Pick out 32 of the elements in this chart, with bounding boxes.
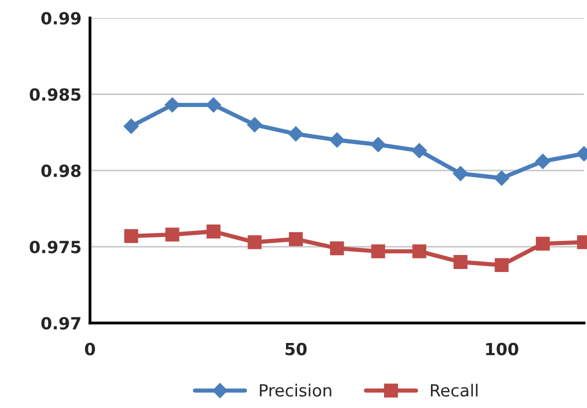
x-tick-label: 0 xyxy=(85,342,95,356)
point xyxy=(536,236,550,251)
legend-label: Recall xyxy=(430,384,478,397)
legend-label: Precision xyxy=(260,384,332,397)
point xyxy=(124,118,139,134)
point xyxy=(370,137,386,152)
point xyxy=(329,132,345,148)
point xyxy=(165,228,180,242)
y-tick-label: 0.98 xyxy=(41,164,81,178)
point xyxy=(494,258,509,272)
x-tick-label: 100 xyxy=(486,342,518,356)
point xyxy=(248,235,262,250)
y-tick-label: 0.99 xyxy=(41,12,81,25)
point xyxy=(535,154,550,169)
point xyxy=(452,166,468,182)
y-tick-label: 0.97 xyxy=(41,316,80,330)
point xyxy=(412,143,427,158)
x-tick-label: 50 xyxy=(286,342,307,356)
y-tick-label: 0.975 xyxy=(30,240,81,254)
point xyxy=(288,232,303,246)
point xyxy=(454,255,468,269)
point xyxy=(164,97,180,112)
point xyxy=(124,229,138,244)
point xyxy=(494,170,510,186)
point xyxy=(288,126,304,142)
point xyxy=(247,117,262,132)
point xyxy=(206,224,220,238)
point xyxy=(371,244,386,258)
point xyxy=(412,244,426,258)
point xyxy=(206,97,222,112)
point xyxy=(330,241,344,256)
y-tick-label: 0.985 xyxy=(30,88,81,101)
